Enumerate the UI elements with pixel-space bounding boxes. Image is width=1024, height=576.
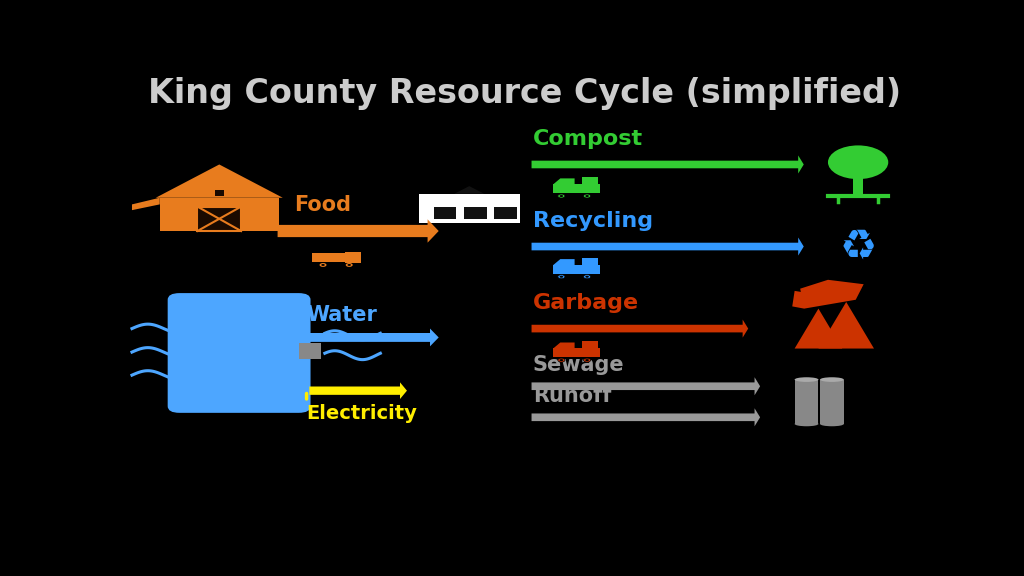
Circle shape — [559, 359, 563, 361]
Polygon shape — [455, 186, 484, 194]
Text: Electricity: Electricity — [306, 404, 418, 423]
Circle shape — [322, 264, 325, 266]
FancyBboxPatch shape — [160, 198, 279, 231]
Text: Compost: Compost — [532, 129, 643, 149]
Circle shape — [584, 275, 591, 279]
Circle shape — [559, 195, 563, 197]
Circle shape — [584, 194, 591, 198]
Circle shape — [558, 358, 565, 362]
Text: Water: Water — [307, 305, 378, 325]
FancyBboxPatch shape — [198, 207, 241, 231]
Text: King County Resource Cycle (simplified): King County Resource Cycle (simplified) — [148, 77, 901, 110]
Polygon shape — [800, 280, 863, 309]
Polygon shape — [795, 309, 842, 348]
Circle shape — [584, 358, 591, 362]
Text: Sewage: Sewage — [532, 355, 625, 375]
FancyBboxPatch shape — [553, 265, 600, 274]
FancyBboxPatch shape — [345, 252, 361, 263]
Polygon shape — [132, 198, 160, 210]
FancyBboxPatch shape — [312, 253, 345, 262]
Polygon shape — [818, 302, 873, 348]
FancyBboxPatch shape — [299, 343, 321, 358]
Polygon shape — [553, 343, 574, 348]
FancyBboxPatch shape — [853, 171, 863, 195]
FancyBboxPatch shape — [795, 380, 818, 424]
Ellipse shape — [820, 377, 844, 382]
Circle shape — [586, 195, 589, 197]
Text: Food: Food — [294, 195, 351, 215]
Text: Recycling: Recycling — [532, 211, 653, 231]
FancyBboxPatch shape — [582, 177, 598, 194]
Circle shape — [586, 359, 589, 361]
Circle shape — [558, 194, 565, 198]
Circle shape — [558, 275, 565, 279]
FancyBboxPatch shape — [168, 293, 310, 413]
Polygon shape — [793, 291, 808, 309]
FancyBboxPatch shape — [465, 207, 487, 219]
Polygon shape — [156, 165, 283, 198]
Circle shape — [347, 264, 351, 266]
FancyBboxPatch shape — [419, 201, 520, 223]
Ellipse shape — [820, 422, 844, 426]
Circle shape — [319, 263, 327, 267]
Polygon shape — [553, 259, 574, 265]
FancyBboxPatch shape — [419, 194, 520, 201]
Ellipse shape — [795, 422, 818, 426]
Text: Garbage: Garbage — [532, 293, 639, 313]
Polygon shape — [553, 179, 574, 184]
FancyBboxPatch shape — [582, 342, 598, 358]
FancyBboxPatch shape — [433, 207, 456, 219]
FancyBboxPatch shape — [345, 252, 356, 257]
Text: Runoff: Runoff — [532, 386, 611, 406]
Circle shape — [346, 263, 352, 267]
FancyBboxPatch shape — [553, 348, 600, 358]
FancyBboxPatch shape — [553, 184, 600, 194]
Text: ♻: ♻ — [840, 226, 877, 267]
Circle shape — [586, 276, 589, 278]
Circle shape — [559, 276, 563, 278]
Circle shape — [828, 145, 888, 179]
Ellipse shape — [795, 377, 818, 382]
FancyBboxPatch shape — [495, 207, 517, 219]
FancyBboxPatch shape — [820, 380, 844, 424]
FancyBboxPatch shape — [582, 258, 598, 274]
FancyBboxPatch shape — [214, 190, 224, 195]
